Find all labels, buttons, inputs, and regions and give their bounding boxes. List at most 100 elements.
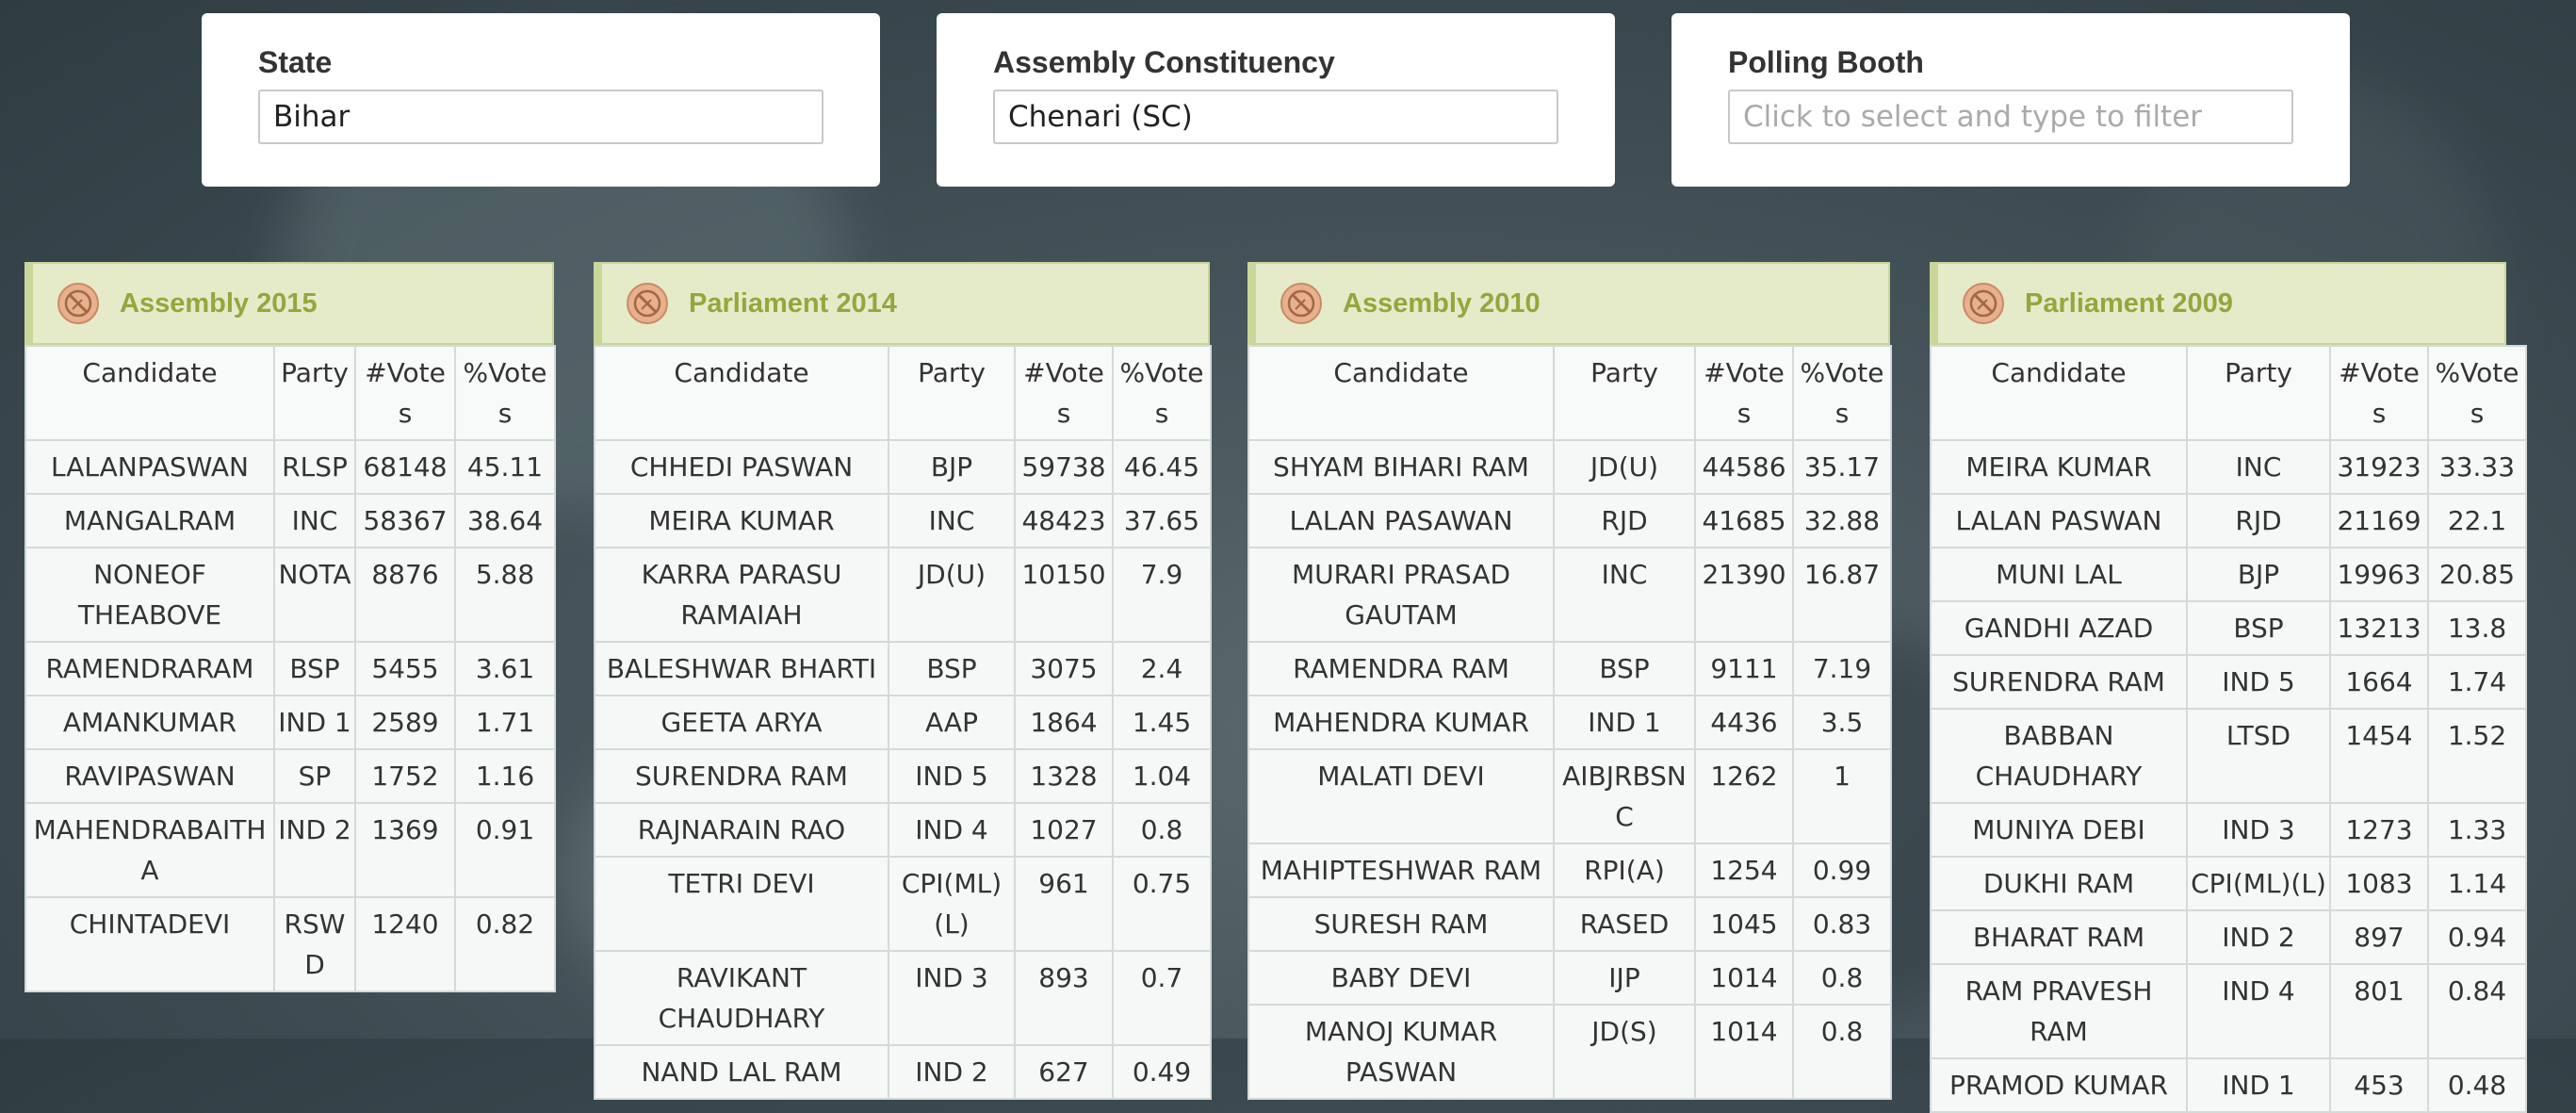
panel-header: Parliament 2009 — [1930, 262, 2506, 345]
table-row: RAVIPASWAN SP 1752 1.16 — [24, 748, 556, 804]
candidate-cell: RAMENDRA RAM — [1247, 641, 1555, 696]
table-row: MURARI PRASAD GAUTAM INC 21390 16.87 — [1247, 547, 1892, 643]
percent-cell: 1.16 — [454, 748, 556, 804]
votes-cell: 1454 — [2329, 708, 2429, 804]
party-cell: IND 2 — [888, 1044, 1016, 1100]
percent-cell: 0.99 — [1792, 843, 1892, 898]
party-cell: INC — [273, 493, 356, 548]
votes-cell: 1045 — [1694, 896, 1794, 952]
table-row: LALANPASWAN RLSP 68148 45.11 — [24, 439, 556, 495]
candidate-cell: SURENDRA RAM — [1930, 654, 2188, 710]
table-row: KARRA PARASU RAMAIAH JD(U) 10150 7.9 — [594, 547, 1212, 643]
votes-cell: 2589 — [354, 695, 456, 750]
column-header-party: Party — [1553, 345, 1696, 441]
votes-cell: 1014 — [1694, 950, 1794, 1006]
party-cell: IND 1 — [2186, 1057, 2331, 1113]
percent-cell: 46.45 — [1112, 439, 1212, 495]
candidate-cell: SHYAM BIHARI RAM — [1247, 439, 1555, 495]
percent-cell: 37.65 — [1112, 493, 1212, 548]
party-cell: RLSP — [273, 439, 356, 495]
column-header-candidate: Candidate — [1247, 345, 1555, 441]
column-header-percent: %Votes — [454, 345, 556, 441]
column-header-candidate: Candidate — [1930, 345, 2188, 441]
no-vote-icon — [57, 283, 99, 324]
candidate-cell: MUNIYA DEBI — [1930, 802, 2188, 858]
candidate-cell: RAVIPASWAN — [24, 748, 275, 804]
results-table: Candidate Party #Votes %Votes SHYAM BIHARI R… — [1247, 345, 1892, 1100]
candidate-cell: MEIRA KUMAR — [1930, 439, 2188, 495]
percent-cell: 1.14 — [2427, 856, 2527, 911]
panel-title: Parliament 2014 — [689, 287, 897, 319]
percent-cell: 1.04 — [1112, 748, 1212, 804]
party-cell: JD(U) — [1553, 439, 1696, 495]
candidate-cell: BABBAN CHAUDHARY — [1930, 708, 2188, 804]
table-row: CHINTADEVI RSWD 1240 0.82 — [24, 896, 556, 992]
table-row: MANGALRAM INC 58367 38.64 — [24, 493, 556, 548]
party-cell: CPI(ML)(L) — [2186, 856, 2331, 911]
candidate-cell: AMANKUMAR — [24, 695, 275, 750]
votes-cell: 41685 — [1694, 493, 1794, 548]
constituency-select[interactable] — [993, 90, 1558, 144]
votes-cell: 801 — [2329, 963, 2429, 1059]
table-row: RAMENDRARAM BSP 5455 3.61 — [24, 641, 556, 696]
column-header-candidate: Candidate — [24, 345, 275, 441]
table-row: RAJNARAIN RAO IND 4 1027 0.8 — [594, 802, 1212, 858]
table-row: MANOJ KUMAR PASWAN JD(S) 1014 0.8 — [1247, 1004, 1892, 1100]
votes-cell: 31923 — [2329, 439, 2429, 495]
table-row: SHYAM BIHARI RAM JD(U) 44586 35.17 — [1247, 439, 1892, 495]
table-row: LALAN PASWAN RJD 21169 22.1 — [1930, 493, 2527, 548]
votes-cell: 1262 — [1694, 748, 1794, 844]
results-table: Candidate Party #Votes %Votes LALANPASWAN RLS… — [24, 345, 556, 992]
votes-cell: 9111 — [1694, 641, 1794, 696]
percent-cell: 33.33 — [2427, 439, 2527, 495]
candidate-cell: BALESHWAR BHARTI — [594, 641, 889, 696]
state-select[interactable] — [258, 90, 823, 144]
party-cell: JD(S) — [1553, 1004, 1696, 1100]
percent-cell: 0.7 — [1112, 950, 1212, 1046]
percent-cell: 1.45 — [1112, 695, 1212, 750]
table-row: BABBAN CHAUDHARY LTSD 1454 1.52 — [1930, 708, 2527, 804]
table-header-row: Candidate Party #Votes %Votes — [594, 345, 1212, 441]
table-row: LALAN PASAWAN RJD 41685 32.88 — [1247, 493, 1892, 548]
candidate-cell: DUKHI RAM — [1930, 856, 2188, 911]
party-cell: IND 5 — [888, 748, 1016, 804]
column-header-party: Party — [888, 345, 1016, 441]
party-cell: IND 2 — [273, 802, 356, 898]
table-row: RAVIKANT CHAUDHARY IND 3 893 0.7 — [594, 950, 1212, 1046]
table-row: SURENDRA RAM IND 5 1664 1.74 — [1930, 654, 2527, 710]
no-vote-icon — [1963, 283, 2004, 324]
state-label: State — [258, 45, 333, 79]
party-cell: BSP — [888, 641, 1016, 696]
table-row: MEIRA KUMAR INC 48423 37.65 — [594, 493, 1212, 548]
table-header-row: Candidate Party #Votes %Votes — [1930, 345, 2527, 441]
party-cell: IND 3 — [888, 950, 1016, 1046]
column-header-votes: #Votes — [1014, 345, 1114, 441]
votes-cell: 627 — [1014, 1044, 1114, 1100]
table-row: RAMENDRA RAM BSP 9111 7.19 — [1247, 641, 1892, 696]
percent-cell: 3.61 — [454, 641, 556, 696]
candidate-cell: GEETA ARYA — [594, 695, 889, 750]
table-header-row: Candidate Party #Votes %Votes — [24, 345, 556, 441]
state-filter-card: State — [202, 13, 880, 187]
percent-cell: 1.74 — [2427, 654, 2527, 710]
table-row: RAM PRAVESH RAM IND 4 801 0.84 — [1930, 963, 2527, 1059]
results-panel-parliament-2009: Parliament 2009 Candidate Party #Votes %Vote… — [1930, 262, 2527, 1113]
percent-cell: 0.91 — [454, 802, 556, 898]
table-row: BABY DEVI IJP 1014 0.8 — [1247, 950, 1892, 1006]
booth-label: Polling Booth — [1728, 45, 1924, 79]
percent-cell: 3.5 — [1792, 695, 1892, 750]
votes-cell: 5455 — [354, 641, 456, 696]
votes-cell: 21390 — [1694, 547, 1794, 643]
votes-cell: 8876 — [354, 547, 456, 643]
table-row: DUKHI RAM CPI(ML)(L) 1083 1.14 — [1930, 856, 2527, 911]
percent-cell: 1.33 — [2427, 802, 2527, 858]
candidate-cell: NAND LAL RAM — [594, 1044, 889, 1100]
table-row: SURESH RAM RASED 1045 0.83 — [1247, 896, 1892, 952]
table-row: MUNIYA DEBI IND 3 1273 1.33 — [1930, 802, 2527, 858]
column-header-party: Party — [2186, 345, 2331, 441]
column-header-party: Party — [273, 345, 356, 441]
column-header-candidate: Candidate — [594, 345, 889, 441]
booth-select[interactable] — [1728, 90, 2293, 144]
candidate-cell: CHINTADEVI — [24, 896, 275, 992]
party-cell: RSWD — [273, 896, 356, 992]
